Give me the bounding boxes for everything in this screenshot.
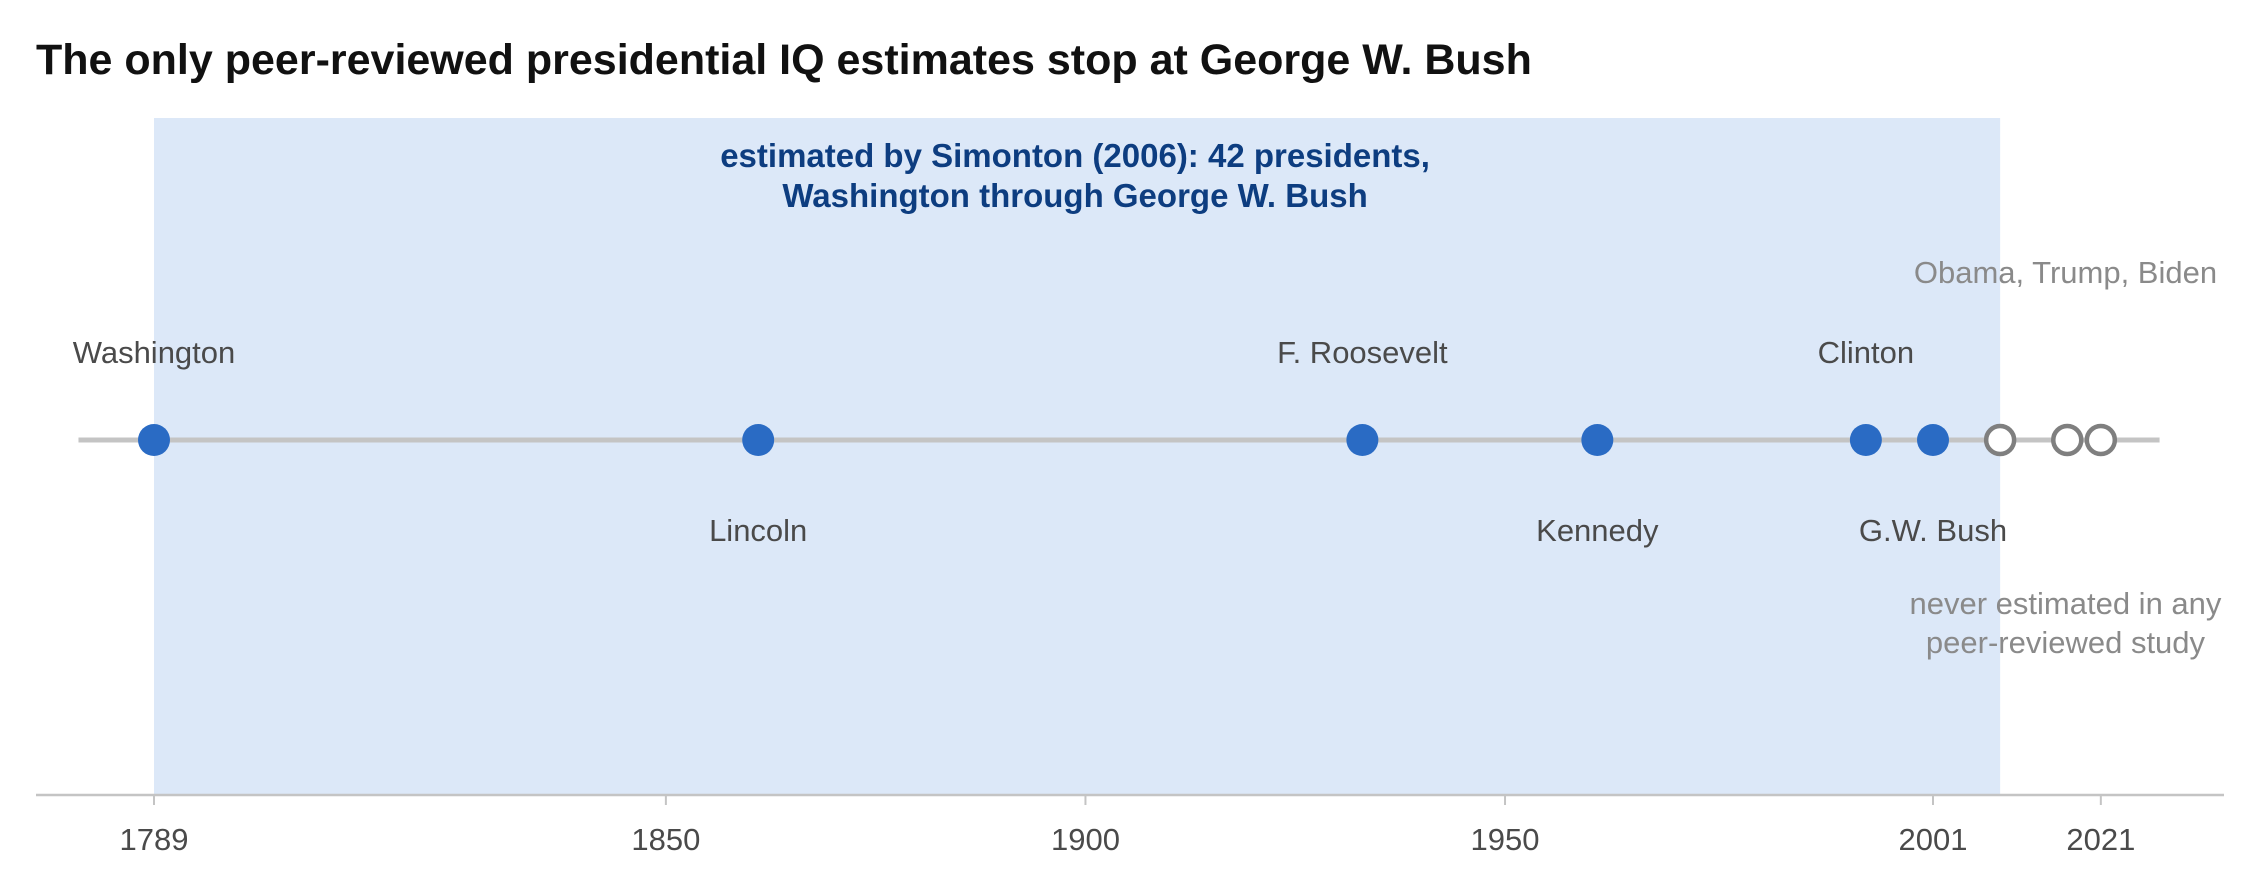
- x-tick-label: 2021: [2066, 822, 2135, 857]
- band-label-line: estimated by Simonton (2006): 42 preside…: [720, 137, 1430, 174]
- x-tick-label: 1789: [120, 822, 189, 857]
- estimated-band: [154, 118, 2001, 795]
- point-label: Clinton: [1818, 335, 1915, 370]
- estimated-point: [1581, 424, 1614, 456]
- chart-title: The only peer-reviewed presidential IQ e…: [36, 36, 1532, 84]
- x-tick-label: 2001: [1899, 822, 1968, 857]
- labels-layer: Washington Lincoln F. Roosevelt Kennedy Clin…: [73, 255, 2222, 660]
- estimated-point: [138, 424, 170, 456]
- x-tick-label: 1900: [1051, 822, 1120, 857]
- estimated-point: [1346, 424, 1379, 456]
- estimated-point: [1849, 424, 1882, 456]
- unestimated-point: [1983, 423, 2017, 457]
- unestimated-point: [2084, 423, 2118, 457]
- unestimated-point: [2051, 423, 2084, 457]
- band-label-line: Washington through George W. Bush: [782, 177, 1367, 214]
- annotation-line: Obama, Trump, Biden: [1914, 255, 2217, 290]
- points-layer: [138, 423, 2118, 457]
- estimated-point: [1917, 424, 1949, 456]
- band-layer: estimated by Simonton (2006): 42 preside…: [154, 118, 2001, 795]
- point-label: F. Roosevelt: [1277, 335, 1448, 370]
- annotation-line: never estimated in any: [1910, 586, 2222, 621]
- point-label: Washington: [73, 335, 236, 370]
- annotation-line: peer-reviewed study: [1926, 625, 2206, 660]
- estimated-point: [742, 424, 775, 456]
- x-tick-label: 1850: [631, 822, 700, 857]
- x-axis: 1789 1850 1900 1950 2001 2021: [36, 793, 2224, 857]
- point-label: G.W. Bush: [1859, 513, 2007, 548]
- x-tick-label: 1950: [1471, 822, 1540, 857]
- point-label: Kennedy: [1536, 513, 1659, 548]
- point-label: Lincoln: [709, 513, 807, 548]
